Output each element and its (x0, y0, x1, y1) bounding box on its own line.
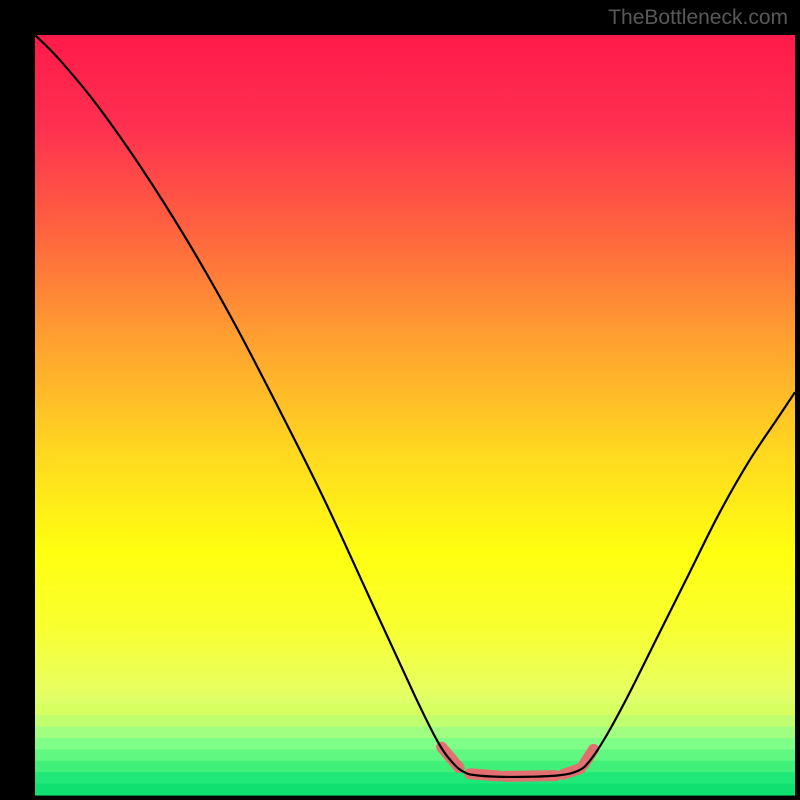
chart-container: TheBottleneck.com (0, 0, 800, 800)
bottom-stripe (35, 761, 795, 773)
plot-bg (35, 35, 795, 795)
watermark-text: TheBottleneck.com (608, 6, 788, 30)
bottom-stripe (35, 749, 795, 761)
bottom-stripe (35, 784, 795, 796)
bottom-stripe (35, 715, 795, 727)
bottom-stripe (35, 738, 795, 750)
bottleneck-chart (0, 0, 800, 800)
bottom-stripe (35, 727, 795, 739)
bottom-stripe (35, 704, 795, 716)
bottom-stripe (35, 772, 795, 784)
